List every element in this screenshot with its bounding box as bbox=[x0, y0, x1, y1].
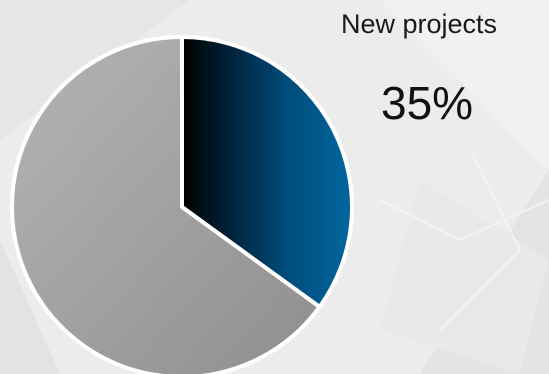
slice-label-new-projects: New projects bbox=[341, 9, 498, 39]
slice-value-new-projects: 35% bbox=[381, 77, 474, 129]
pie-slice-new-projects bbox=[180, 35, 354, 309]
pie-slice-other bbox=[10, 35, 322, 374]
